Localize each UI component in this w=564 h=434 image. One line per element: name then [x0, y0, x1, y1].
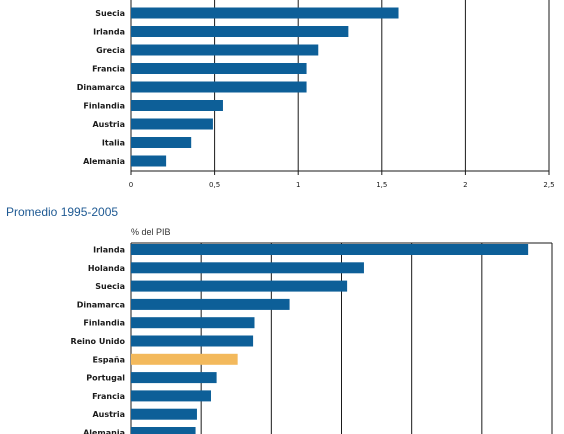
category-label: Dinamarca	[77, 83, 125, 92]
bar	[131, 298, 290, 310]
bar	[131, 335, 254, 347]
bar	[131, 155, 167, 167]
category-label: Alemania	[83, 157, 125, 166]
tick-label: 1,5	[376, 181, 387, 189]
bar	[131, 7, 399, 19]
bar	[131, 390, 211, 402]
tick-label: 0	[129, 181, 133, 189]
tick-label: 0,5	[209, 181, 220, 189]
bar	[131, 280, 348, 292]
bar	[131, 63, 307, 74]
category-label: Alemania	[83, 429, 125, 434]
chart-bottom: Irlanda Holanda Suecia Dinamarca Finlandia Re…	[71, 242, 553, 434]
category-label: Austria	[92, 410, 125, 419]
bar	[131, 427, 196, 434]
category-label: Finlandia	[83, 319, 125, 328]
tick-label: 2,5	[543, 181, 554, 189]
tick-label: 2	[463, 181, 467, 189]
category-label: Suecia	[95, 282, 125, 291]
category-label: Italia	[102, 139, 125, 148]
bar	[131, 81, 307, 93]
category-label: Finlandia	[83, 102, 125, 111]
bar	[131, 100, 223, 111]
category-label: Dinamarca	[77, 300, 125, 309]
bar	[131, 137, 192, 148]
category-label: Francia	[92, 65, 125, 74]
bar	[131, 372, 217, 384]
tick-label: 1	[296, 181, 300, 189]
category-label: Irlanda	[93, 246, 125, 255]
category-label: Holanda	[88, 264, 125, 273]
bar	[131, 26, 349, 37]
bar	[131, 44, 319, 56]
category-label: España	[93, 355, 125, 364]
category-label: Reino Unido	[71, 337, 126, 346]
chart-title-promedio: Promedio 1995-2005	[6, 205, 118, 219]
category-label: Portugal	[86, 374, 125, 383]
bar	[131, 118, 213, 130]
bar	[131, 353, 238, 365]
bar	[131, 262, 364, 274]
category-label: Irlanda	[93, 28, 125, 37]
bar	[131, 317, 255, 329]
category-label: Francia	[92, 392, 125, 401]
category-label: Grecia	[96, 46, 125, 55]
chart-top: 0 0,5 1 1,5 2 2,5 Suecia Irlanda Grecia Francia Di…	[77, 0, 555, 189]
bar	[131, 244, 529, 255]
unit-label: % del PIB	[131, 227, 171, 237]
bar	[131, 408, 197, 420]
category-label: Suecia	[95, 9, 125, 18]
category-label: Austria	[92, 120, 125, 129]
